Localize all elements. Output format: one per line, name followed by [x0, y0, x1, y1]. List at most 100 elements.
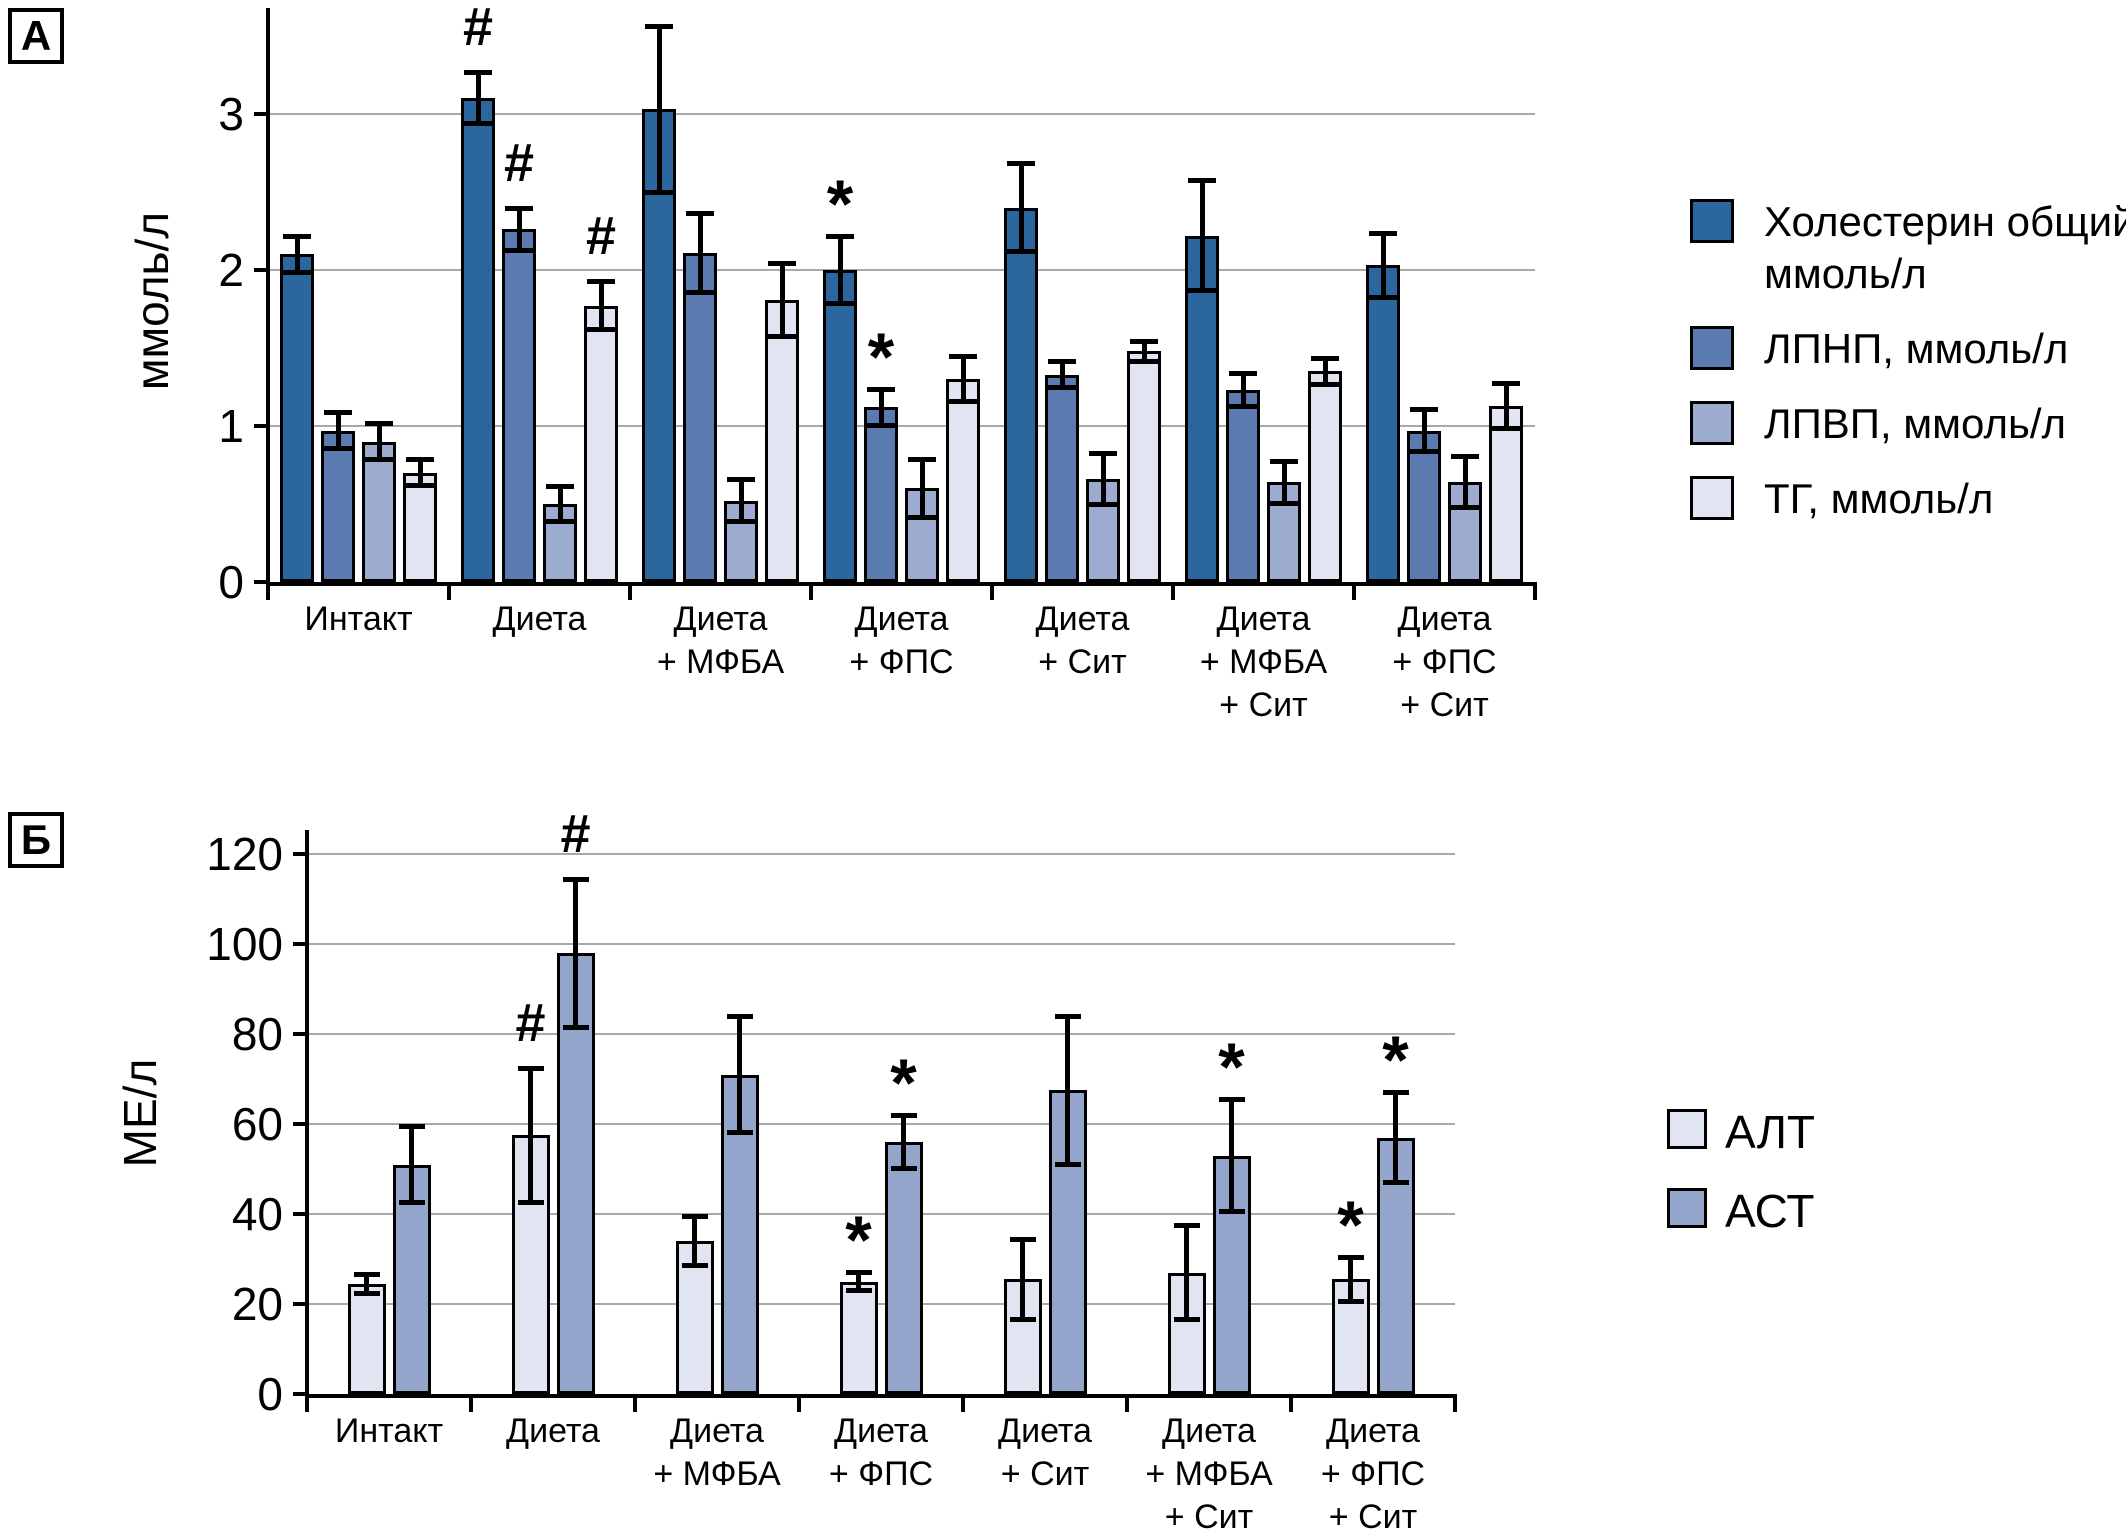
error-bar: [949, 354, 977, 405]
error-bar-stem: [475, 70, 481, 127]
error-bar-stem: [856, 1270, 861, 1293]
category-label: Диета: [449, 598, 630, 641]
bar: [1366, 265, 1400, 582]
y-tick: [254, 580, 268, 584]
significance-marker: #: [462, 0, 494, 58]
error-bar: [353, 1271, 380, 1296]
bar: [1185, 235, 1219, 582]
error-bar-stem: [376, 421, 382, 462]
y-tick: [293, 1032, 307, 1036]
error-bar-stem: [1240, 371, 1246, 409]
y-axis-line: [266, 8, 270, 586]
bar: [683, 252, 717, 582]
error-bar: [727, 477, 755, 525]
bar: [1489, 405, 1523, 582]
error-bar-stem: [738, 477, 744, 525]
category-label-line: + МФБА: [653, 1455, 781, 1493]
category-label: Диета + МФБА + Сит: [1127, 1410, 1291, 1536]
error-bar-stem: [1141, 338, 1147, 364]
error-bar: [1173, 1223, 1200, 1322]
error-bar-stem: [1020, 1236, 1025, 1322]
error-bar: [1130, 338, 1158, 364]
x-tick: [1453, 1394, 1457, 1412]
significance-marker: *: [826, 166, 854, 243]
bar: [765, 299, 799, 582]
category-label-line: + Сит: [1328, 1498, 1418, 1536]
panel-a-chart: 0 1 2 3 Интакт # # # Диета Диета + МФБА * * Диета + ФП…: [218, 0, 2126, 724]
y-tick-label: 3: [218, 88, 244, 140]
y-tick-label: 2: [218, 244, 244, 296]
error-bar-stem: [1393, 1090, 1398, 1185]
error-bar: [890, 1112, 917, 1172]
error-bar-stem: [737, 1013, 742, 1136]
significance-marker: #: [515, 992, 546, 1053]
legend-label-line: АСТ: [1725, 1185, 1815, 1237]
y-tick: [254, 268, 268, 272]
panel-a-label: А: [8, 8, 64, 64]
error-bar: [1270, 458, 1298, 506]
category-label: Диета + ФПС: [811, 598, 992, 684]
error-bar: [1188, 177, 1216, 294]
error-bar-stem: [1281, 458, 1287, 506]
category-label-line: + ФПС: [828, 1455, 934, 1493]
x-tick: [628, 582, 632, 600]
legend-swatch: [1667, 1188, 1707, 1228]
y-tick: [293, 1212, 307, 1216]
category-label-line: + Сит: [1400, 686, 1489, 724]
y-tick-label: 120: [206, 828, 283, 880]
legend-label-line: ТГ, ммоль/л: [1764, 475, 1994, 522]
gridline: [307, 1303, 1455, 1305]
category-label-line: Диета: [670, 1412, 764, 1450]
category-label-line: Диета: [1162, 1412, 1256, 1450]
error-bar: [826, 234, 854, 306]
error-bar-stem: [1065, 1013, 1070, 1167]
y-tick-label: 80: [231, 1008, 283, 1060]
category-label-line: Диета: [506, 1412, 600, 1450]
x-tick: [990, 582, 994, 600]
error-bar: [1229, 371, 1257, 409]
category-label-line: + ФПС: [849, 643, 954, 681]
error-bar: [1410, 407, 1438, 455]
legend-swatch: [1690, 199, 1734, 243]
error-bar: [1337, 1254, 1364, 1304]
gridline: [268, 113, 1535, 115]
error-bar-stem: [1059, 358, 1065, 391]
x-tick: [1125, 1394, 1129, 1412]
error-bar-stem: [557, 483, 563, 525]
legend-label-line: ммоль/л: [1764, 250, 1927, 297]
category-label: Интакт: [307, 1410, 471, 1453]
bar: [347, 1283, 386, 1394]
error-bar-stem: [335, 410, 341, 451]
category-label-line: + Сит: [1038, 643, 1127, 681]
bar: [280, 254, 314, 582]
gridline: [268, 269, 1535, 271]
error-bar-stem: [528, 1065, 533, 1205]
y-tick-label: 0: [257, 1368, 283, 1420]
gridline: [307, 1213, 1455, 1215]
y-tick: [293, 852, 307, 856]
error-bar: [1007, 160, 1035, 255]
significance-marker: *: [1218, 1029, 1245, 1105]
error-bar: [464, 70, 492, 127]
error-bar-stem: [1503, 380, 1509, 431]
significance-marker: #: [560, 803, 591, 864]
error-bar: [587, 279, 615, 333]
legend-label-line: АЛТ: [1725, 1106, 1815, 1158]
error-bar: [1054, 1013, 1081, 1167]
error-bar: [1009, 1236, 1036, 1322]
bar: [1407, 430, 1441, 582]
category-label-line: Диета: [673, 600, 768, 638]
category-label-line: + Сит: [1164, 1498, 1254, 1536]
legend-swatch: [1690, 326, 1734, 370]
error-bar-stem: [697, 210, 703, 295]
legend-label: АЛТ: [1725, 1106, 1815, 1158]
y-tick: [293, 1392, 307, 1396]
bar: [1004, 207, 1038, 582]
y-tick-label: 60: [231, 1098, 283, 1150]
y-tick: [254, 424, 268, 428]
x-tick: [633, 1394, 637, 1412]
error-bar-stem: [598, 279, 604, 333]
legend-label-line: ЛПВП, ммоль/л: [1764, 400, 2067, 447]
x-tick: [1171, 582, 1175, 600]
